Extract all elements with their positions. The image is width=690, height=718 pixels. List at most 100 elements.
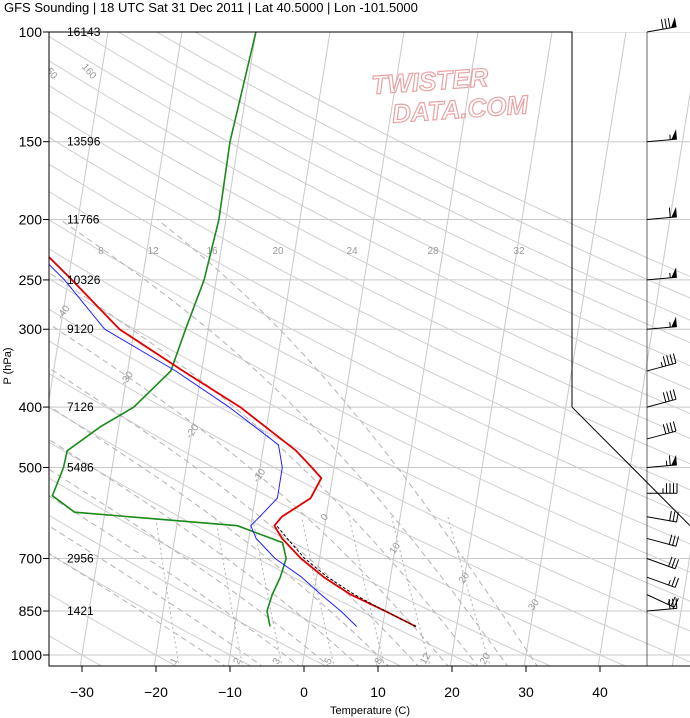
mixing-ratio-label: 8	[373, 656, 386, 667]
moist-adiabat	[49, 272, 479, 666]
moist-adiabat	[157, 219, 538, 666]
dry-adiabat	[49, 514, 328, 666]
x-tick-label: −20	[144, 684, 168, 700]
barb-full	[664, 18, 668, 29]
moist-adiabat	[49, 405, 390, 666]
wind-barb	[647, 483, 678, 494]
wind-panel	[571, 32, 690, 666]
height-label: 1421	[67, 604, 94, 618]
barb-staff	[646, 516, 677, 523]
barb-full	[662, 392, 667, 403]
chart-title: GFS Sounding | 18 UTC Sat 31 Dec 2011 | …	[4, 0, 418, 15]
theta-e-profile	[51, 32, 288, 627]
height-label: 7126	[67, 400, 94, 414]
wind-barb	[646, 454, 677, 468]
barb-full	[668, 599, 671, 610]
isotherm-line	[153, 32, 257, 666]
isotherm-label: -10	[251, 466, 269, 485]
height-label: 2956	[67, 551, 94, 565]
moist-adiabat	[49, 367, 419, 666]
barb-half	[660, 361, 663, 367]
dry-adiabat	[49, 340, 690, 663]
height-label: 5486	[67, 460, 94, 474]
x-axis-label: Temperature (C)	[330, 705, 410, 717]
moist-adiabat-label: 16	[206, 246, 218, 257]
barb-full	[667, 18, 671, 29]
wind-barb	[646, 389, 677, 408]
dry-adiabat	[49, 308, 690, 632]
moist-adiabat	[49, 525, 263, 666]
wind-barb	[646, 129, 677, 143]
x-tick-label: 20	[444, 684, 460, 700]
dry-adiabat	[49, 248, 690, 573]
mixing-ratio-label: 12	[418, 651, 433, 667]
isotherm-label: 20	[457, 570, 473, 586]
isotherm-label: -50	[0, 216, 13, 235]
dry-adiabat	[49, 190, 690, 517]
moist-adiabat-label: 24	[346, 246, 358, 257]
barb-full	[672, 598, 674, 609]
moist-adiabat	[49, 323, 449, 666]
barb-staff	[646, 537, 677, 547]
barb-full	[662, 356, 667, 367]
mixing-ratio-label: 20	[478, 651, 493, 667]
plot-frame	[48, 31, 690, 667]
profiles	[49, 32, 417, 628]
y-tick-label: 150	[19, 134, 43, 150]
mixing-ratio-label: 1	[168, 656, 181, 667]
barb-full	[669, 510, 672, 521]
barb-full	[672, 421, 677, 432]
barb-flag	[671, 129, 677, 140]
mixing-ratio-line	[447, 516, 491, 666]
moist-adiabat-label: 32	[513, 246, 525, 257]
mixing-ratio-line	[391, 516, 431, 666]
barb-full	[669, 354, 674, 365]
panel-diagonal	[571, 406, 690, 527]
dry-adiabat-label: 140	[1, 62, 20, 82]
moist-adiabat	[49, 552, 226, 666]
dry-adiabat	[49, 35, 690, 367]
height-label: 16143	[67, 25, 101, 39]
wind-barb	[646, 16, 677, 33]
barb-full	[668, 455, 671, 466]
dry-adiabat	[49, 441, 477, 666]
y-tick-label: 1000	[11, 647, 42, 663]
wind-barb	[646, 421, 677, 440]
barb-flag	[671, 267, 677, 278]
barb-full	[671, 576, 676, 587]
barb-staff	[646, 362, 677, 372]
mixing-ratio-line	[155, 516, 180, 666]
x-tick-label: 10	[370, 684, 386, 700]
barb-staff	[646, 216, 677, 221]
y-tick-label: 300	[19, 321, 43, 337]
barb-flag	[671, 16, 677, 28]
isotherm-line	[449, 32, 553, 666]
isotherm-label: -40	[55, 303, 73, 322]
x-tick-label: 40	[592, 684, 608, 700]
axes: 1001502002503004005007008501000161431359…	[2, 24, 608, 717]
y-tick-label: 400	[19, 399, 43, 415]
wind-barb	[646, 556, 680, 570]
x-tick-label: −10	[218, 684, 242, 700]
isotherm-line	[597, 91, 690, 666]
dry-adiabat	[49, 553, 253, 666]
dry-adiabat	[49, 477, 402, 666]
height-label: 9120	[67, 322, 94, 336]
wind-barb	[646, 206, 677, 221]
wind-barb	[646, 316, 677, 330]
barb-full	[674, 559, 680, 569]
barb-full	[666, 391, 670, 402]
frame-left-bottom	[48, 32, 690, 667]
barb-full	[668, 534, 673, 545]
barb-full	[666, 423, 670, 434]
barb-full	[669, 422, 674, 433]
dry-adiabat	[49, 593, 178, 666]
x-tick-label: 0	[300, 684, 308, 700]
moist-adiabat-label: 8	[98, 246, 104, 257]
isotherm-line	[375, 32, 479, 666]
height-label: 10326	[67, 273, 101, 287]
x-tick-label: −30	[70, 684, 94, 700]
wind-barb	[646, 510, 679, 523]
temperature-profile	[49, 255, 417, 628]
